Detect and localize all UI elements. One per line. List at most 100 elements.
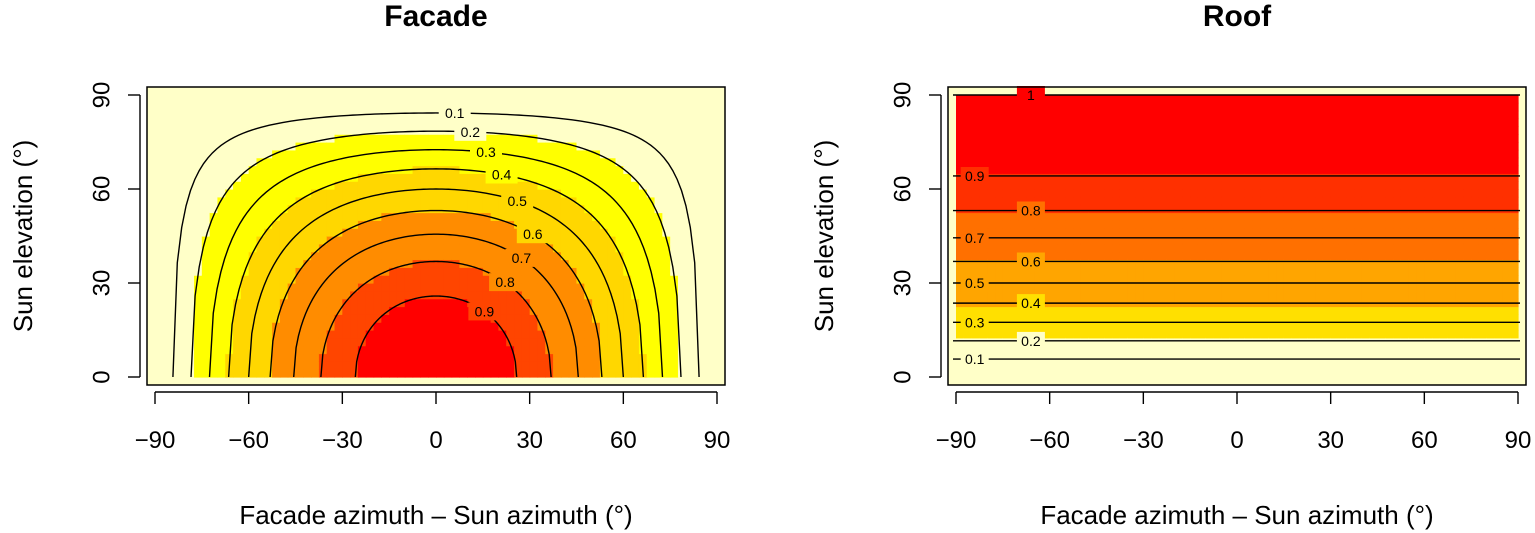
roof-cell bbox=[1041, 212, 1051, 221]
facade-cell bbox=[155, 204, 164, 214]
facade-cell bbox=[248, 95, 258, 104]
roof-cell bbox=[1400, 236, 1410, 245]
facade-cell bbox=[631, 330, 640, 339]
roof-cell bbox=[1166, 149, 1176, 159]
roof-cell bbox=[1143, 330, 1152, 339]
roof-cell bbox=[1354, 126, 1363, 135]
facade-cell bbox=[389, 353, 398, 362]
facade-cell bbox=[599, 369, 609, 378]
facade-cell bbox=[233, 369, 242, 378]
facade-cell bbox=[295, 361, 304, 370]
facade-cell bbox=[506, 102, 515, 112]
facade-cell bbox=[420, 322, 429, 331]
facade-cell bbox=[357, 330, 367, 339]
roof-cell bbox=[1205, 322, 1215, 331]
roof-cell bbox=[1135, 102, 1144, 112]
facade-cell bbox=[272, 306, 281, 315]
facade-cell bbox=[373, 110, 382, 120]
roof-cell bbox=[1073, 118, 1082, 127]
roof-cell bbox=[963, 126, 973, 135]
roof-cell bbox=[1041, 361, 1051, 370]
roof-cell bbox=[1322, 337, 1332, 347]
roof-cell bbox=[1299, 196, 1308, 206]
roof-cell bbox=[1377, 220, 1386, 229]
roof-cell bbox=[1190, 204, 1199, 214]
roof-cell bbox=[1260, 322, 1269, 331]
facade-heatmap bbox=[147, 87, 725, 385]
facade-cell bbox=[178, 134, 187, 143]
facade-cell bbox=[264, 275, 273, 284]
facade-cell bbox=[279, 283, 289, 292]
facade-cell bbox=[592, 228, 601, 237]
facade-cell bbox=[287, 102, 297, 112]
roof-cell bbox=[1424, 196, 1433, 206]
facade-cell bbox=[178, 181, 187, 190]
roof-cell bbox=[1135, 149, 1144, 159]
facade-cell bbox=[693, 290, 702, 300]
facade-cell bbox=[256, 353, 265, 362]
roof-cell bbox=[1455, 149, 1464, 159]
facade-cell bbox=[404, 283, 414, 292]
roof-cell bbox=[1260, 110, 1269, 120]
facade-cell bbox=[334, 345, 343, 355]
facade-cell bbox=[443, 283, 453, 292]
roof-cell bbox=[1213, 196, 1222, 206]
roof-cell bbox=[1112, 110, 1121, 120]
facade-cell bbox=[677, 322, 687, 331]
facade-cell bbox=[459, 275, 468, 284]
roof-cell bbox=[1119, 196, 1129, 206]
facade-cell bbox=[170, 102, 180, 112]
facade-cell bbox=[194, 196, 203, 206]
roof-cell bbox=[1354, 337, 1363, 347]
facade-cell bbox=[389, 306, 398, 315]
facade-cell bbox=[162, 243, 172, 253]
facade-contour-line bbox=[247, 188, 625, 378]
facade-cell bbox=[428, 361, 437, 370]
roof-cell bbox=[1307, 220, 1316, 229]
facade-cell bbox=[295, 314, 304, 323]
roof-cell bbox=[1010, 353, 1020, 362]
roof-cell bbox=[1291, 204, 1301, 214]
facade-cell bbox=[155, 259, 164, 268]
roof-cell bbox=[1073, 181, 1082, 190]
roof-cell bbox=[1455, 243, 1464, 253]
facade-cell bbox=[428, 196, 437, 206]
facade-cell bbox=[677, 220, 687, 229]
facade-cell bbox=[365, 330, 375, 339]
roof-cell bbox=[1447, 126, 1457, 135]
facade-cell bbox=[490, 267, 500, 276]
roof-cell bbox=[1252, 322, 1262, 331]
roof-cell bbox=[1322, 102, 1332, 112]
roof-cell bbox=[1182, 236, 1191, 245]
roof-cell bbox=[1299, 165, 1308, 174]
facade-cell bbox=[443, 322, 453, 331]
roof-cell bbox=[1205, 369, 1215, 378]
facade-cell bbox=[436, 165, 445, 174]
roof-cell bbox=[1041, 290, 1051, 300]
roof-cell bbox=[1034, 361, 1043, 370]
facade-cell bbox=[545, 204, 554, 214]
roof-cell bbox=[1330, 283, 1340, 292]
facade-cell bbox=[592, 126, 601, 135]
facade-cell bbox=[357, 322, 367, 331]
facade-cell bbox=[607, 102, 617, 112]
facade-cell bbox=[599, 157, 609, 167]
roof-cell bbox=[1260, 126, 1269, 135]
roof-cell bbox=[1174, 290, 1183, 300]
facade-cell bbox=[194, 173, 203, 182]
facade-cell bbox=[225, 196, 234, 206]
roof-cell bbox=[1026, 157, 1035, 167]
facade-cell bbox=[155, 330, 164, 339]
facade-cell bbox=[498, 290, 507, 300]
roof-cell bbox=[1268, 283, 1277, 292]
facade-cell bbox=[599, 165, 609, 174]
facade-cell bbox=[615, 134, 624, 143]
roof-cell bbox=[1291, 314, 1301, 323]
facade-cell bbox=[357, 236, 367, 245]
facade-cell bbox=[248, 110, 258, 120]
facade-cell bbox=[334, 142, 343, 151]
facade-cell bbox=[670, 283, 679, 292]
facade-cell bbox=[389, 290, 398, 300]
facade-cell bbox=[404, 243, 414, 253]
facade-cell bbox=[545, 110, 554, 120]
